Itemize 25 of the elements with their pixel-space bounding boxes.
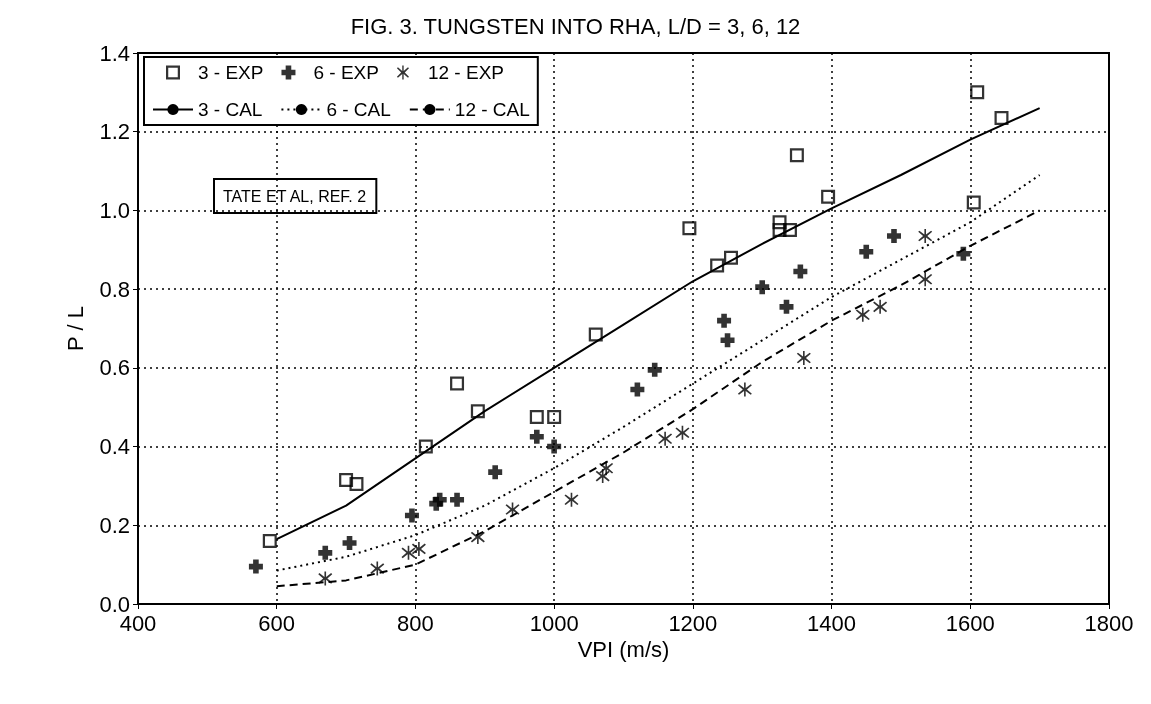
- legend-label: 6 - CAL: [326, 99, 391, 120]
- y-tick-label: 1.2: [99, 119, 130, 145]
- x-tick-label: 600: [258, 610, 296, 636]
- x-tick-label: 1200: [668, 610, 718, 636]
- x-tick-label: 1400: [807, 610, 857, 636]
- y-tick-label: 0.4: [99, 434, 130, 460]
- y-tick-label: 0.6: [99, 355, 130, 381]
- y-tick-label: 1.0: [99, 197, 130, 223]
- annotation: TATE ET AL, REF. 2: [223, 187, 367, 205]
- legend-label: 6 - EXP: [313, 62, 379, 83]
- x-axis-title: VPI (m/s): [577, 637, 670, 663]
- x-tick-label: 1600: [945, 610, 995, 636]
- legend-label: 12 - CAL: [454, 99, 530, 120]
- y-tick-label: 0.2: [99, 512, 130, 538]
- legend-label: 3 - EXP: [198, 62, 264, 83]
- legend-label: 12 - EXP: [427, 62, 505, 83]
- legend-label: 3 - CAL: [198, 99, 263, 120]
- y-tick-label: 1.4: [99, 40, 130, 66]
- y-axis-title: P / L: [62, 306, 88, 351]
- x-tick-label: 800: [397, 610, 434, 636]
- y-tick-label: 0.0: [99, 591, 130, 617]
- x-tick-label: 1800: [1084, 610, 1134, 636]
- y-tick-label: 0.8: [99, 276, 130, 302]
- chart-title: FIG. 3. TUNGSTEN INTO RHA, L/D = 3, 6, 12: [350, 13, 801, 39]
- x-tick-label: 1000: [529, 610, 579, 636]
